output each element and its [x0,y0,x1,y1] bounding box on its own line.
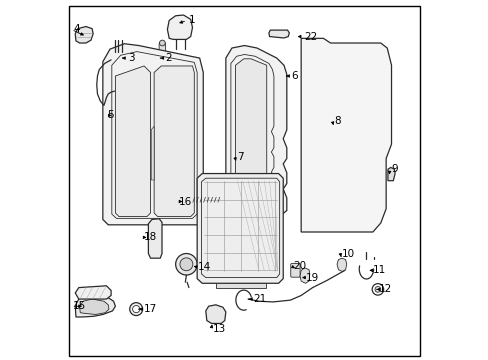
Text: 12: 12 [378,284,391,294]
FancyBboxPatch shape [290,264,300,277]
Circle shape [132,306,140,313]
Circle shape [374,287,380,292]
Polygon shape [102,44,203,225]
Polygon shape [148,219,162,258]
Text: 5: 5 [107,111,114,121]
Circle shape [371,284,383,295]
Text: 2: 2 [164,53,171,63]
Circle shape [175,253,197,275]
Text: 13: 13 [212,324,226,334]
Text: 17: 17 [143,304,156,314]
Text: 22: 22 [304,32,317,41]
Text: 1: 1 [188,15,195,26]
Polygon shape [75,294,115,317]
Polygon shape [387,167,394,181]
Text: 21: 21 [253,294,266,304]
Circle shape [180,258,192,271]
Text: 11: 11 [372,265,386,275]
Text: 16: 16 [179,197,192,207]
Circle shape [129,303,142,316]
Polygon shape [215,283,265,288]
Polygon shape [300,268,309,283]
Text: 7: 7 [236,152,243,162]
Polygon shape [301,39,391,232]
FancyBboxPatch shape [321,132,341,157]
Text: 8: 8 [333,116,340,126]
Circle shape [183,195,192,204]
Circle shape [388,174,393,178]
FancyBboxPatch shape [321,103,341,129]
Polygon shape [205,305,225,323]
Text: 14: 14 [198,262,211,272]
Polygon shape [167,15,192,40]
Polygon shape [268,30,289,38]
Polygon shape [115,66,150,217]
Polygon shape [75,27,93,43]
Circle shape [159,40,165,46]
Polygon shape [235,59,266,203]
Text: 3: 3 [128,53,134,63]
Circle shape [153,251,157,256]
Polygon shape [151,126,154,180]
FancyBboxPatch shape [110,50,123,66]
Text: 19: 19 [305,273,319,283]
Text: 9: 9 [391,164,397,174]
Polygon shape [336,258,346,271]
Polygon shape [154,66,194,217]
Text: 10: 10 [341,248,354,258]
Text: 18: 18 [143,232,156,242]
Polygon shape [197,174,283,283]
Polygon shape [75,286,111,299]
Text: 6: 6 [290,71,297,81]
Polygon shape [225,45,286,216]
Polygon shape [80,299,109,315]
Text: 4: 4 [73,24,80,35]
Text: 20: 20 [292,261,305,271]
Text: 15: 15 [73,301,86,311]
FancyBboxPatch shape [159,42,165,57]
